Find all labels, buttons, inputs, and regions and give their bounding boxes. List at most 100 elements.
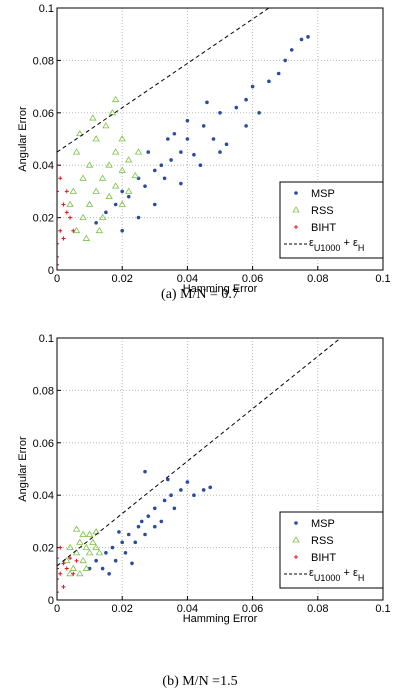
point <box>126 532 131 537</box>
point <box>102 122 110 129</box>
legend-label-part: H <box>358 573 365 583</box>
point <box>68 215 73 220</box>
point <box>76 129 84 137</box>
point <box>64 566 69 571</box>
point <box>61 561 66 566</box>
point <box>159 163 164 167</box>
point <box>85 530 94 537</box>
point <box>179 181 183 186</box>
point <box>143 469 147 474</box>
y-tick-label: 0.02 <box>33 543 54 555</box>
point <box>79 556 87 564</box>
point <box>208 485 213 490</box>
point <box>72 148 81 155</box>
point <box>57 262 59 267</box>
point <box>192 152 196 157</box>
point <box>185 137 190 141</box>
point <box>89 538 97 545</box>
point <box>299 37 304 42</box>
point <box>126 194 131 199</box>
point <box>82 564 91 571</box>
y-tick-label: 0.06 <box>33 438 54 450</box>
point <box>211 137 216 141</box>
legend-label: MSP <box>311 188 335 200</box>
point <box>136 524 141 529</box>
point <box>58 228 63 233</box>
point <box>136 215 141 220</box>
legend: MSP RSS BIHT εU1000 + εH <box>279 181 384 259</box>
point <box>162 176 167 181</box>
y-tick-label: 0.04 <box>33 490 54 502</box>
point <box>113 558 118 563</box>
point <box>224 142 229 147</box>
point <box>58 176 63 181</box>
point <box>66 543 74 550</box>
legend-label-part: U1000 <box>314 243 341 253</box>
axes-frame <box>56 7 384 271</box>
point <box>63 556 71 564</box>
x-tick-label: 0.02 <box>111 273 132 285</box>
x-tick-label: 0.08 <box>307 273 328 285</box>
point <box>95 226 104 234</box>
point <box>69 564 78 571</box>
point <box>79 530 87 537</box>
point <box>85 549 94 556</box>
point <box>234 105 239 110</box>
legend-label-part: + ε <box>340 567 358 579</box>
point <box>111 148 120 155</box>
point <box>61 202 66 207</box>
point <box>179 488 183 492</box>
x-tick-label: 0.1 <box>375 273 390 285</box>
legend-marker <box>294 555 298 559</box>
x-tick-label: 0.06 <box>242 273 263 285</box>
point <box>105 161 113 168</box>
legend-label-part: ε <box>309 237 314 249</box>
y-axis-label: Angular Error <box>17 106 29 172</box>
point <box>92 135 100 142</box>
point <box>105 192 113 200</box>
point <box>267 79 271 84</box>
legend-marker <box>292 536 300 543</box>
point <box>289 48 294 52</box>
point <box>104 210 108 215</box>
y-tick-label: 0 <box>48 595 54 607</box>
point <box>250 84 255 89</box>
point <box>123 551 128 555</box>
y-tick-label: 0.06 <box>33 108 54 120</box>
point <box>153 202 157 207</box>
legend-label: RSS <box>311 205 334 217</box>
point <box>185 480 190 484</box>
point <box>61 236 66 241</box>
point <box>107 572 111 576</box>
point <box>306 35 310 39</box>
axes-frame <box>56 337 384 601</box>
legend-label: εU1000 + εH <box>309 567 364 583</box>
point <box>95 549 104 556</box>
point <box>98 174 107 181</box>
x-tick-label: 0.04 <box>177 273 198 285</box>
point <box>172 506 177 511</box>
point <box>133 540 138 545</box>
point <box>185 118 190 123</box>
legend: MSP RSS BIHT εU1000 + εH <box>279 511 384 589</box>
point <box>120 189 124 194</box>
point <box>118 200 126 207</box>
point <box>57 163 59 168</box>
legend-label: BIHT <box>311 552 336 564</box>
legend-label-part: H <box>358 243 365 253</box>
point <box>146 150 151 154</box>
point <box>79 174 87 181</box>
point <box>153 168 157 173</box>
y-tick-label: 0.02 <box>33 213 54 225</box>
point <box>166 137 170 141</box>
point <box>162 498 167 503</box>
point <box>198 163 203 167</box>
legend-label: MSP <box>311 518 335 530</box>
point <box>139 519 144 524</box>
point <box>64 189 69 194</box>
point <box>76 538 84 545</box>
point <box>92 187 100 194</box>
point <box>57 577 59 582</box>
